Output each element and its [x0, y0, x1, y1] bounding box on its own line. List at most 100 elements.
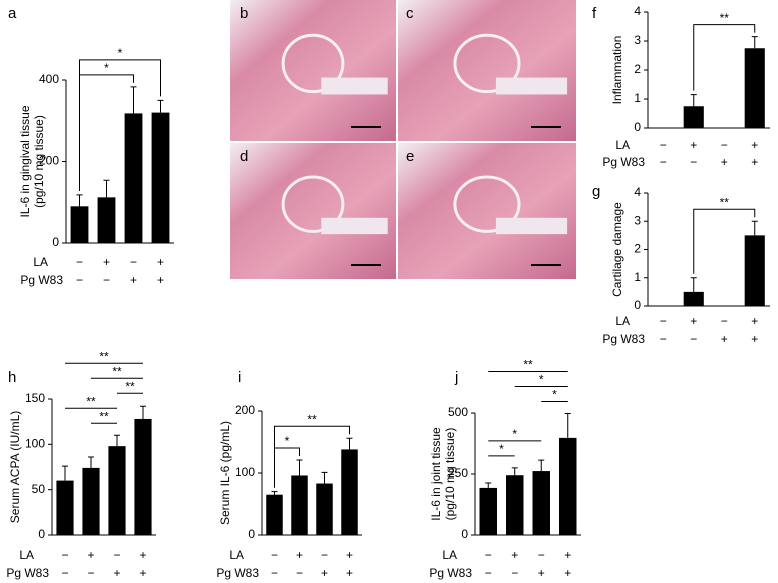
condition-sign: + [321, 566, 328, 580]
condition-sign: − [660, 155, 667, 169]
condition-sign: − [721, 314, 728, 328]
y-tick-label: 1 [634, 91, 641, 105]
significance-label: * [104, 61, 109, 75]
significance-bracket [693, 24, 756, 91]
panel-letter: d [240, 148, 248, 165]
bar [744, 48, 765, 128]
condition-sign: + [296, 548, 303, 562]
condition-name: Pg W83 [216, 566, 259, 580]
y-tick-label: 150 [25, 391, 45, 405]
significance-label: ** [307, 412, 317, 426]
y-tick-label: 0 [52, 235, 59, 249]
bar [266, 494, 283, 535]
error-bar [140, 405, 146, 419]
bar [683, 106, 704, 128]
condition-sign: + [751, 138, 758, 152]
bar [291, 475, 308, 535]
panel-letter: a [8, 5, 17, 22]
condition-sign: − [76, 273, 83, 287]
condition-name: LA [615, 138, 630, 152]
significance-label: * [499, 442, 504, 456]
error-bar [103, 179, 110, 198]
panel-letter: e [406, 148, 414, 165]
error-bar [751, 220, 758, 236]
condition-sign: + [538, 566, 545, 580]
joint-space [453, 175, 521, 233]
condition-sign: − [538, 548, 545, 562]
bar [82, 467, 100, 535]
error-bar [271, 491, 278, 495]
panel-letter: h [8, 369, 16, 386]
condition-name: LA [442, 548, 457, 562]
y-axis-label: Serum IL-6 (pg/mL) [218, 421, 232, 525]
condition-sign: − [130, 255, 137, 269]
error-bar [538, 459, 545, 472]
bone-marrow [495, 77, 568, 95]
condition-sign: − [690, 332, 697, 346]
significance-bracket [274, 425, 350, 488]
bone-marrow [321, 77, 388, 95]
bone-marrow [495, 217, 568, 235]
bar [479, 487, 497, 535]
condition-sign: + [564, 566, 571, 580]
error-bar [751, 36, 758, 49]
bar [744, 235, 765, 306]
panel-letter: j [454, 369, 458, 386]
condition-sign: + [690, 314, 697, 328]
significance-label: ** [720, 195, 730, 209]
condition-sign: + [564, 548, 571, 562]
significance-bracket [79, 59, 161, 191]
bar [341, 449, 358, 535]
y-axis-label: IL-6 in joint tissue [429, 427, 443, 521]
bar [70, 206, 89, 243]
panel-letter: c [406, 5, 414, 22]
y-tick-label: 400 [39, 72, 59, 86]
condition-sign: − [113, 548, 120, 562]
histology-image [398, 143, 576, 279]
significance-label: * [118, 46, 123, 60]
condition-sign: − [271, 548, 278, 562]
error-bar [321, 471, 328, 484]
condition-name: Pg W83 [602, 155, 645, 169]
error-bar [690, 277, 697, 292]
significance-label: * [539, 373, 544, 387]
condition-sign: − [660, 332, 667, 346]
y-axis-label: Cartilage damage [610, 202, 624, 297]
histology-image [398, 0, 576, 141]
panel-letter: b [240, 5, 248, 22]
condition-sign: − [321, 548, 328, 562]
panel-letter: i [238, 369, 241, 386]
y-tick-label: 100 [25, 437, 45, 451]
y-axis-label: IL-6 in gingival tissue [18, 105, 32, 217]
condition-sign: − [485, 548, 492, 562]
significance-label: ** [125, 379, 135, 393]
condition-sign: + [157, 273, 164, 287]
condition-name: LA [615, 314, 630, 328]
condition-sign: − [271, 566, 278, 580]
bar [532, 471, 550, 535]
condition-name: LA [33, 255, 48, 269]
error-bar [88, 456, 94, 468]
joint-space [281, 175, 345, 233]
histology-image [230, 143, 396, 279]
bar [683, 291, 704, 306]
y-tick-label: 1 [634, 270, 641, 284]
significance-label: ** [720, 11, 730, 25]
y-tick-label: 0 [248, 527, 255, 541]
y-tick-label: 3 [634, 33, 641, 47]
y-tick-label: 4 [634, 4, 641, 18]
condition-sign: − [721, 138, 728, 152]
condition-sign: − [103, 273, 110, 287]
y-tick-label: 250 [448, 466, 468, 480]
condition-sign: + [751, 155, 758, 169]
significance-label: ** [523, 358, 533, 372]
significance-label: * [552, 388, 557, 402]
significance-label: * [285, 434, 290, 448]
error-bar [76, 194, 83, 207]
y-axis-label: (pg/10 mg tissue) [443, 428, 457, 521]
condition-sign: + [103, 255, 110, 269]
condition-sign: + [721, 332, 728, 346]
y-tick-label: 200 [235, 403, 255, 417]
condition-sign: + [690, 138, 697, 152]
